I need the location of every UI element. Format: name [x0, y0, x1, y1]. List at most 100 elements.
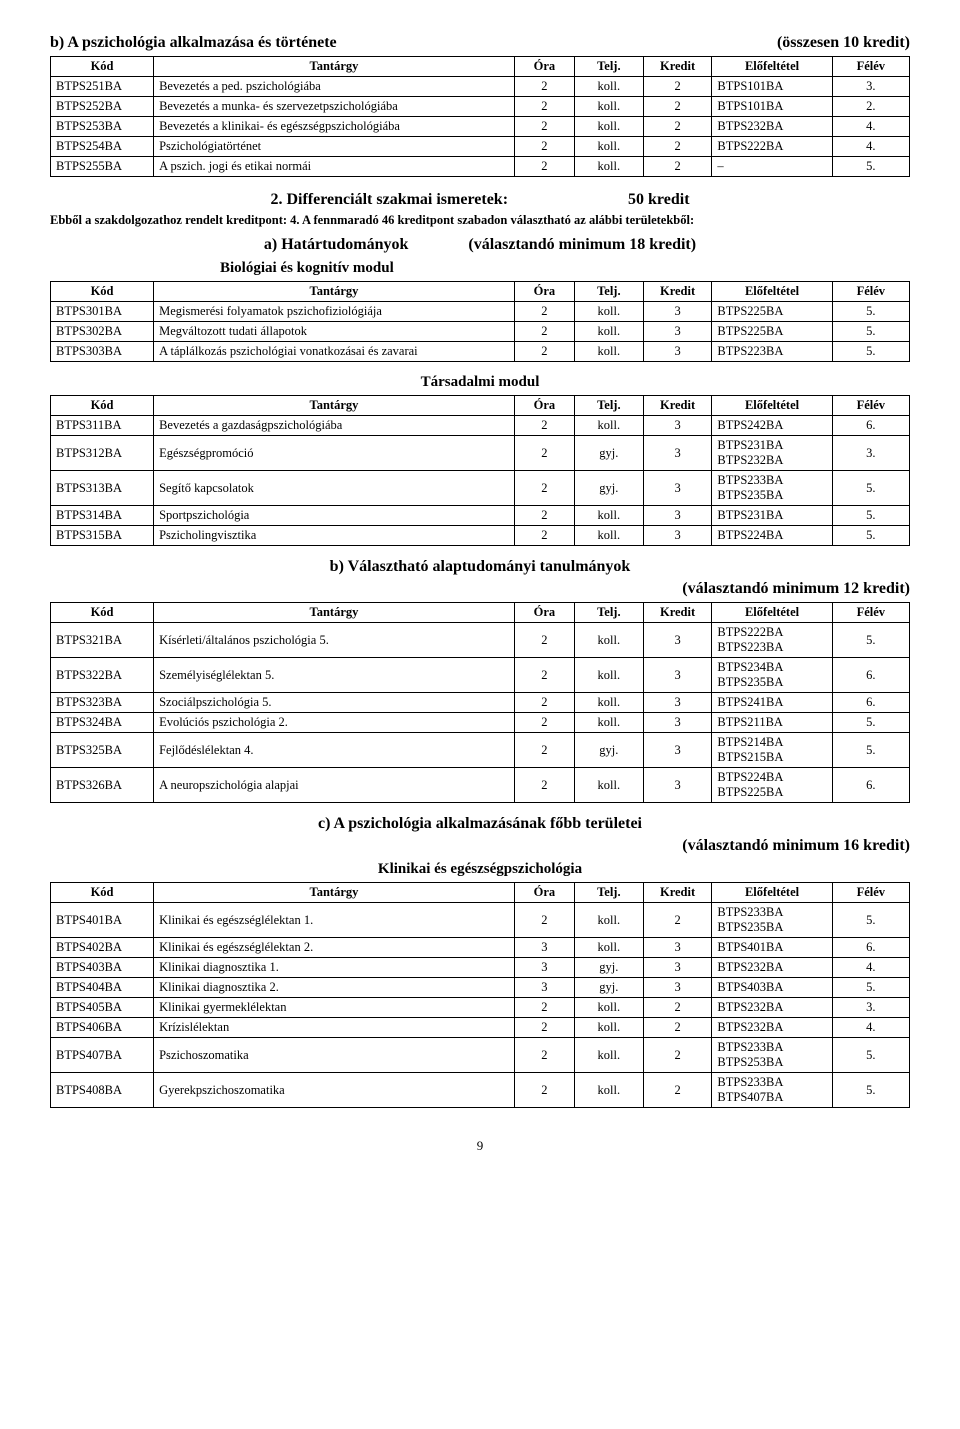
- cell-telj: gyj.: [574, 733, 643, 768]
- cell-tantargy: Bevezetés a gazdaságpszichológiába: [154, 416, 515, 436]
- header-felev: Félév: [832, 57, 909, 77]
- cell-kod: BTPS255BA: [51, 157, 154, 177]
- page-number: 9: [50, 1138, 910, 1154]
- cell-kredit: 3: [643, 658, 712, 693]
- cell-kod: BTPS321BA: [51, 623, 154, 658]
- section-b1-title: b) A pszichológia alkalmazása és történe…: [50, 34, 337, 52]
- cell-kod: BTPS252BA: [51, 97, 154, 117]
- cell-kod: BTPS323BA: [51, 693, 154, 713]
- header-ora: Óra: [514, 282, 574, 302]
- section-c-credit: (választandó minimum 16 kredit): [682, 837, 910, 855]
- cell-tantargy: Szociálpszichológia 5.: [154, 693, 515, 713]
- cell-felev: 5.: [832, 733, 909, 768]
- cell-kredit: 2: [643, 1018, 712, 1038]
- cell-ora: 2: [514, 713, 574, 733]
- cell-elof: BTPS223BA: [712, 342, 832, 362]
- table-row: BTPS253BABevezetés a klinikai- és egészs…: [51, 117, 910, 137]
- cell-elof: BTPS233BABTPS235BA: [712, 903, 832, 938]
- header-kod: Kód: [51, 396, 154, 416]
- cell-telj: koll.: [574, 998, 643, 1018]
- cell-kod: BTPS324BA: [51, 713, 154, 733]
- cell-tantargy: Pszicholingvisztika: [154, 526, 515, 546]
- cell-kod: BTPS302BA: [51, 322, 154, 342]
- cell-kredit: 3: [643, 733, 712, 768]
- cell-telj: gyj.: [574, 471, 643, 506]
- section-a-heading: a) Határtudományok (választandó minimum …: [50, 236, 910, 254]
- cell-kredit: 2: [643, 97, 712, 117]
- cell-tantargy: Pszichoszomatika: [154, 1038, 515, 1073]
- cell-tantargy: A pszich. jogi és etikai normái: [154, 157, 515, 177]
- cell-kredit: 3: [643, 768, 712, 803]
- table-row: BTPS405BAKlinikai gyermeklélektan2koll.2…: [51, 998, 910, 1018]
- cell-kod: BTPS405BA: [51, 998, 154, 1018]
- cell-ora: 2: [514, 733, 574, 768]
- cell-kod: BTPS408BA: [51, 1073, 154, 1108]
- tarsadalmi-title: Társadalmi modul: [50, 374, 910, 391]
- cell-kredit: 3: [643, 938, 712, 958]
- cell-felev: 6.: [832, 416, 909, 436]
- cell-kredit: 3: [643, 506, 712, 526]
- header-elofeltetel: Előfeltétel: [712, 57, 832, 77]
- cell-felev: 4.: [832, 958, 909, 978]
- cell-telj: koll.: [574, 506, 643, 526]
- section-a-credit: (választandó minimum 18 kredit): [468, 236, 696, 254]
- cell-ora: 2: [514, 1038, 574, 1073]
- cell-tantargy: Klinikai és egészséglélektan 1.: [154, 903, 515, 938]
- header-ora: Óra: [514, 603, 574, 623]
- cell-felev: 5.: [832, 302, 909, 322]
- section2-credit: 50 kredit: [628, 191, 689, 209]
- section-b2-title: b) Választható alaptudományi tanulmányok: [50, 558, 910, 576]
- cell-felev: 6.: [832, 693, 909, 713]
- cell-tantargy: A táplálkozás pszichológiai vonatkozásai…: [154, 342, 515, 362]
- table-row: BTPS315BAPszicholingvisztika2koll.3BTPS2…: [51, 526, 910, 546]
- cell-ora: 3: [514, 938, 574, 958]
- cell-telj: koll.: [574, 526, 643, 546]
- cell-felev: 4.: [832, 137, 909, 157]
- cell-felev: 5.: [832, 157, 909, 177]
- header-telj: Telj.: [574, 603, 643, 623]
- header-ora: Óra: [514, 883, 574, 903]
- cell-ora: 3: [514, 958, 574, 978]
- table-c: KódTantárgyÓraTelj.KreditElőfeltételFélé…: [50, 882, 910, 1108]
- cell-telj: koll.: [574, 768, 643, 803]
- cell-telj: koll.: [574, 658, 643, 693]
- cell-telj: koll.: [574, 137, 643, 157]
- cell-ora: 2: [514, 526, 574, 546]
- cell-kod: BTPS325BA: [51, 733, 154, 768]
- cell-elof: BTPS403BA: [712, 978, 832, 998]
- cell-tantargy: Sportpszichológia: [154, 506, 515, 526]
- cell-kredit: 3: [643, 978, 712, 998]
- cell-telj: koll.: [574, 713, 643, 733]
- header-kredit: Kredit: [643, 282, 712, 302]
- cell-ora: 2: [514, 342, 574, 362]
- cell-felev: 3.: [832, 998, 909, 1018]
- cell-tantargy: Bevezetés a klinikai- és egészségpszicho…: [154, 117, 515, 137]
- cell-elof: BTPS232BA: [712, 958, 832, 978]
- cell-elof: BTPS211BA: [712, 713, 832, 733]
- cell-telj: koll.: [574, 342, 643, 362]
- header-ora: Óra: [514, 57, 574, 77]
- section2-note: Ebből a szakdolgozathoz rendelt kreditpo…: [50, 213, 910, 228]
- header-telj: Telj.: [574, 282, 643, 302]
- cell-telj: koll.: [574, 322, 643, 342]
- cell-telj: koll.: [574, 416, 643, 436]
- cell-kod: BTPS314BA: [51, 506, 154, 526]
- table-row: BTPS313BASegítő kapcsolatok2gyj.3BTPS233…: [51, 471, 910, 506]
- cell-elof: BTPS225BA: [712, 302, 832, 322]
- cell-elof: BTPS232BA: [712, 117, 832, 137]
- header-tantargy: Tantárgy: [154, 282, 515, 302]
- cell-felev: 5.: [832, 903, 909, 938]
- table-row: BTPS325BAFejlődéslélektan 4.2gyj.3BTPS21…: [51, 733, 910, 768]
- cell-kredit: 2: [643, 1073, 712, 1108]
- cell-ora: 2: [514, 137, 574, 157]
- header-elofeltetel: Előfeltétel: [712, 883, 832, 903]
- cell-kod: BTPS407BA: [51, 1038, 154, 1073]
- section2-heading: 2. Differenciált szakmai ismeretek: 50 k…: [50, 191, 910, 209]
- cell-tantargy: Segítő kapcsolatok: [154, 471, 515, 506]
- cell-elof: BTPS233BABTPS235BA: [712, 471, 832, 506]
- cell-kredit: 3: [643, 713, 712, 733]
- cell-telj: koll.: [574, 1038, 643, 1073]
- table-row: BTPS402BAKlinikai és egészséglélektan 2.…: [51, 938, 910, 958]
- header-felev: Félév: [832, 282, 909, 302]
- cell-felev: 5.: [832, 1038, 909, 1073]
